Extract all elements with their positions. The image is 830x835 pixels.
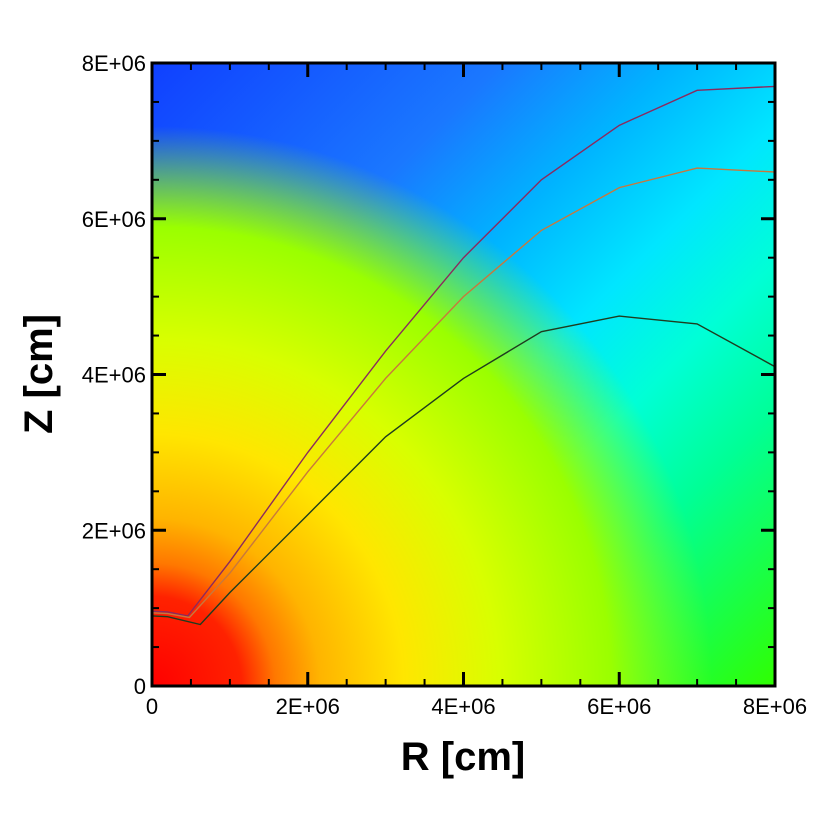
field-hot-core xyxy=(152,63,775,686)
y-axis-title: Z [cm] xyxy=(17,314,61,434)
x-tick-label: 8E+06 xyxy=(743,694,807,719)
field-layer xyxy=(152,63,775,686)
contour-line-1 xyxy=(152,85,775,617)
y-tick-label: 6E+06 xyxy=(82,207,146,232)
x-axis-title: R [cm] xyxy=(401,735,525,779)
y-tick-label: 8E+06 xyxy=(82,51,146,76)
y-tick-label: 2E+06 xyxy=(82,518,146,543)
x-tick-label: 4E+06 xyxy=(431,694,495,719)
y-tick-label: 4E+06 xyxy=(82,363,146,388)
axis-ticks: 0 2E+06 4E+06 6E+06 8E+06 0 2E+06 4E+06 6E+06 8E+… xyxy=(82,51,807,719)
contour-line-3 xyxy=(152,315,775,626)
x-tick-label: 0 xyxy=(146,694,158,719)
x-tick-label: 6E+06 xyxy=(587,694,651,719)
contour-lines xyxy=(152,85,775,626)
x-tick-label: 2E+06 xyxy=(276,694,340,719)
y-tick-label: 0 xyxy=(134,674,146,699)
contour-line-2 xyxy=(152,167,775,619)
